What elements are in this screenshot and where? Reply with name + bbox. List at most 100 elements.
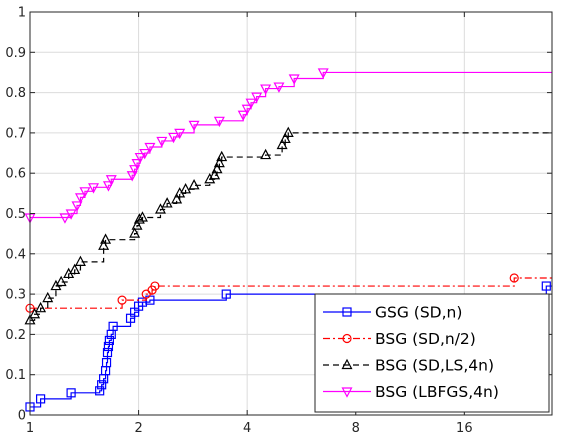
y-tick-label: 0.4 [5, 247, 26, 262]
data-point [97, 380, 107, 390]
data-point [108, 321, 118, 331]
data-point [282, 126, 294, 137]
series-3 [24, 126, 552, 325]
y-tick-label: 0.8 [5, 86, 26, 101]
data-point [131, 219, 143, 230]
y-tick-label: 0.6 [5, 167, 26, 182]
data-point [213, 116, 225, 128]
data-point [241, 104, 253, 116]
data-point [317, 68, 329, 79]
data-point [237, 110, 249, 122]
data-point [211, 162, 223, 174]
legend-label: GSG (SD,n) [375, 304, 462, 322]
legend-label: BSG (SD,LS,4n) [375, 357, 494, 375]
series-layer [24, 68, 552, 412]
data-point [65, 209, 77, 220]
x-tick-label: 1 [26, 421, 34, 436]
data-point [180, 183, 192, 194]
data-point [35, 301, 47, 313]
legend: GSG (SD,n) BSG (SD,n/2) BSG (SD,LS,4n) BSG … [314, 293, 550, 413]
data-point [188, 120, 200, 132]
data-point [288, 74, 300, 85]
data-point [98, 239, 110, 250]
x-tick-label: 16 [456, 421, 473, 436]
data-point [260, 148, 272, 160]
data-point [79, 187, 91, 198]
data-point [209, 168, 221, 180]
data-point [134, 152, 146, 164]
data-point [136, 211, 148, 222]
grid [29, 11, 552, 416]
legend-marker [341, 358, 353, 370]
data-point [174, 128, 186, 140]
data-point [131, 159, 143, 170]
data-point [154, 203, 166, 214]
data-point [245, 98, 257, 109]
data-point [88, 183, 100, 194]
legend-entry: BSG (LBFGS,4n) [323, 383, 499, 401]
y-tick-label: 0 [18, 409, 26, 424]
data-point [59, 213, 71, 224]
series-line [30, 277, 552, 309]
y-tick-label: 0.9 [5, 46, 26, 61]
y-tick-label: 0.2 [5, 328, 26, 343]
data-point [276, 138, 288, 150]
x-tick-label: 4 [243, 421, 251, 436]
y-tick-label: 0.7 [5, 126, 26, 141]
legend-marker [341, 387, 353, 398]
data-point [66, 388, 76, 398]
data-point [55, 275, 67, 287]
data-point [144, 142, 156, 154]
data-point [260, 84, 272, 95]
data-point [221, 289, 231, 299]
data-point [139, 148, 151, 160]
data-point [69, 263, 81, 275]
data-point [161, 197, 173, 208]
data-point [95, 386, 105, 396]
legend-label: BSG (SD,n/2) [375, 330, 476, 348]
legend-entry: GSG (SD,n) [323, 304, 462, 322]
data-point [42, 291, 54, 303]
data-point [251, 92, 263, 103]
x-tick-label: 8 [352, 421, 360, 436]
x-tick-label: 2 [134, 421, 142, 436]
legend-entry: BSG (SD,LS,4n) [323, 357, 494, 375]
data-point [541, 281, 551, 291]
series-line [30, 71, 552, 219]
data-point [102, 347, 113, 358]
data-point [509, 273, 519, 283]
legend-marker [342, 307, 352, 317]
data-point [150, 281, 160, 291]
data-point [117, 295, 127, 305]
data-point [171, 193, 183, 204]
y-tick-label: 0.1 [5, 368, 26, 383]
data-point [71, 201, 83, 212]
data-point [129, 227, 141, 238]
data-point [168, 132, 180, 144]
data-point [105, 175, 117, 186]
legend-marker [342, 333, 352, 344]
data-point [216, 150, 228, 162]
data-point [101, 358, 112, 368]
legend-box [314, 293, 550, 413]
data-point [74, 255, 86, 266]
series-1 [25, 281, 552, 412]
y-tick-label: 0.3 [5, 288, 26, 303]
data-point [213, 156, 225, 168]
data-point [35, 394, 46, 404]
data-point [156, 136, 168, 148]
legend-entry: BSG (SD,n/2) [323, 330, 476, 348]
y-tick-label: 1 [18, 6, 26, 21]
data-point [129, 165, 141, 176]
data-point [279, 132, 291, 144]
data-point [29, 307, 41, 319]
data-point [133, 213, 145, 224]
data-point [188, 179, 200, 190]
series-4 [24, 68, 552, 224]
data-point [126, 171, 138, 182]
data-point [102, 181, 114, 192]
data-point [103, 341, 114, 352]
data-point [104, 335, 114, 346]
data-point [74, 193, 86, 204]
